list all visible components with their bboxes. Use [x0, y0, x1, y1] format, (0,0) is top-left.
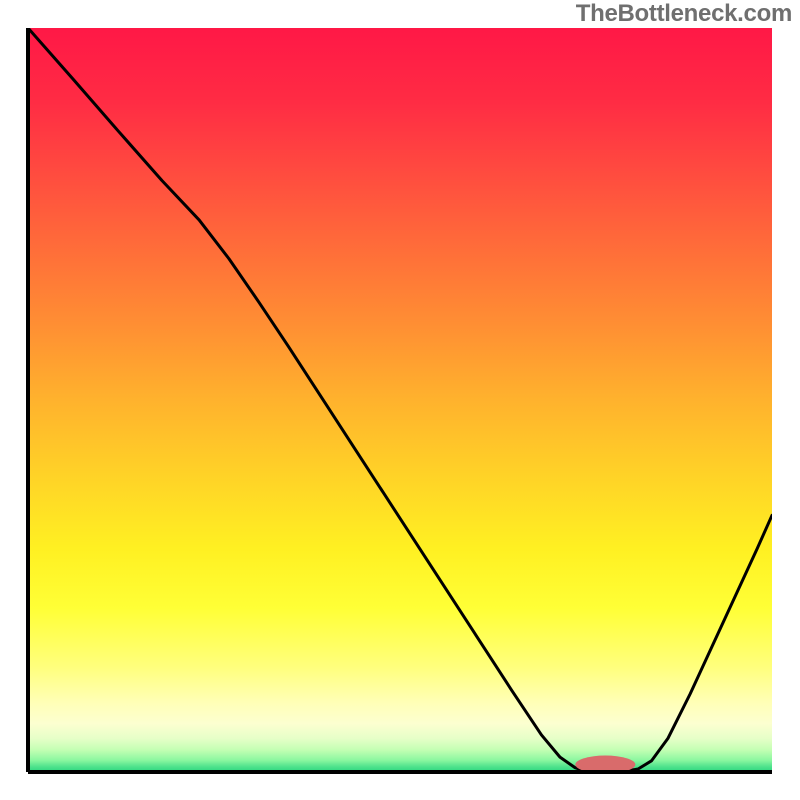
plot-background-gradient: [28, 28, 772, 772]
chart-container: TheBottleneck.com: [0, 0, 800, 800]
watermark-text: TheBottleneck.com: [576, 0, 792, 28]
bottleneck-chart: [0, 0, 800, 800]
